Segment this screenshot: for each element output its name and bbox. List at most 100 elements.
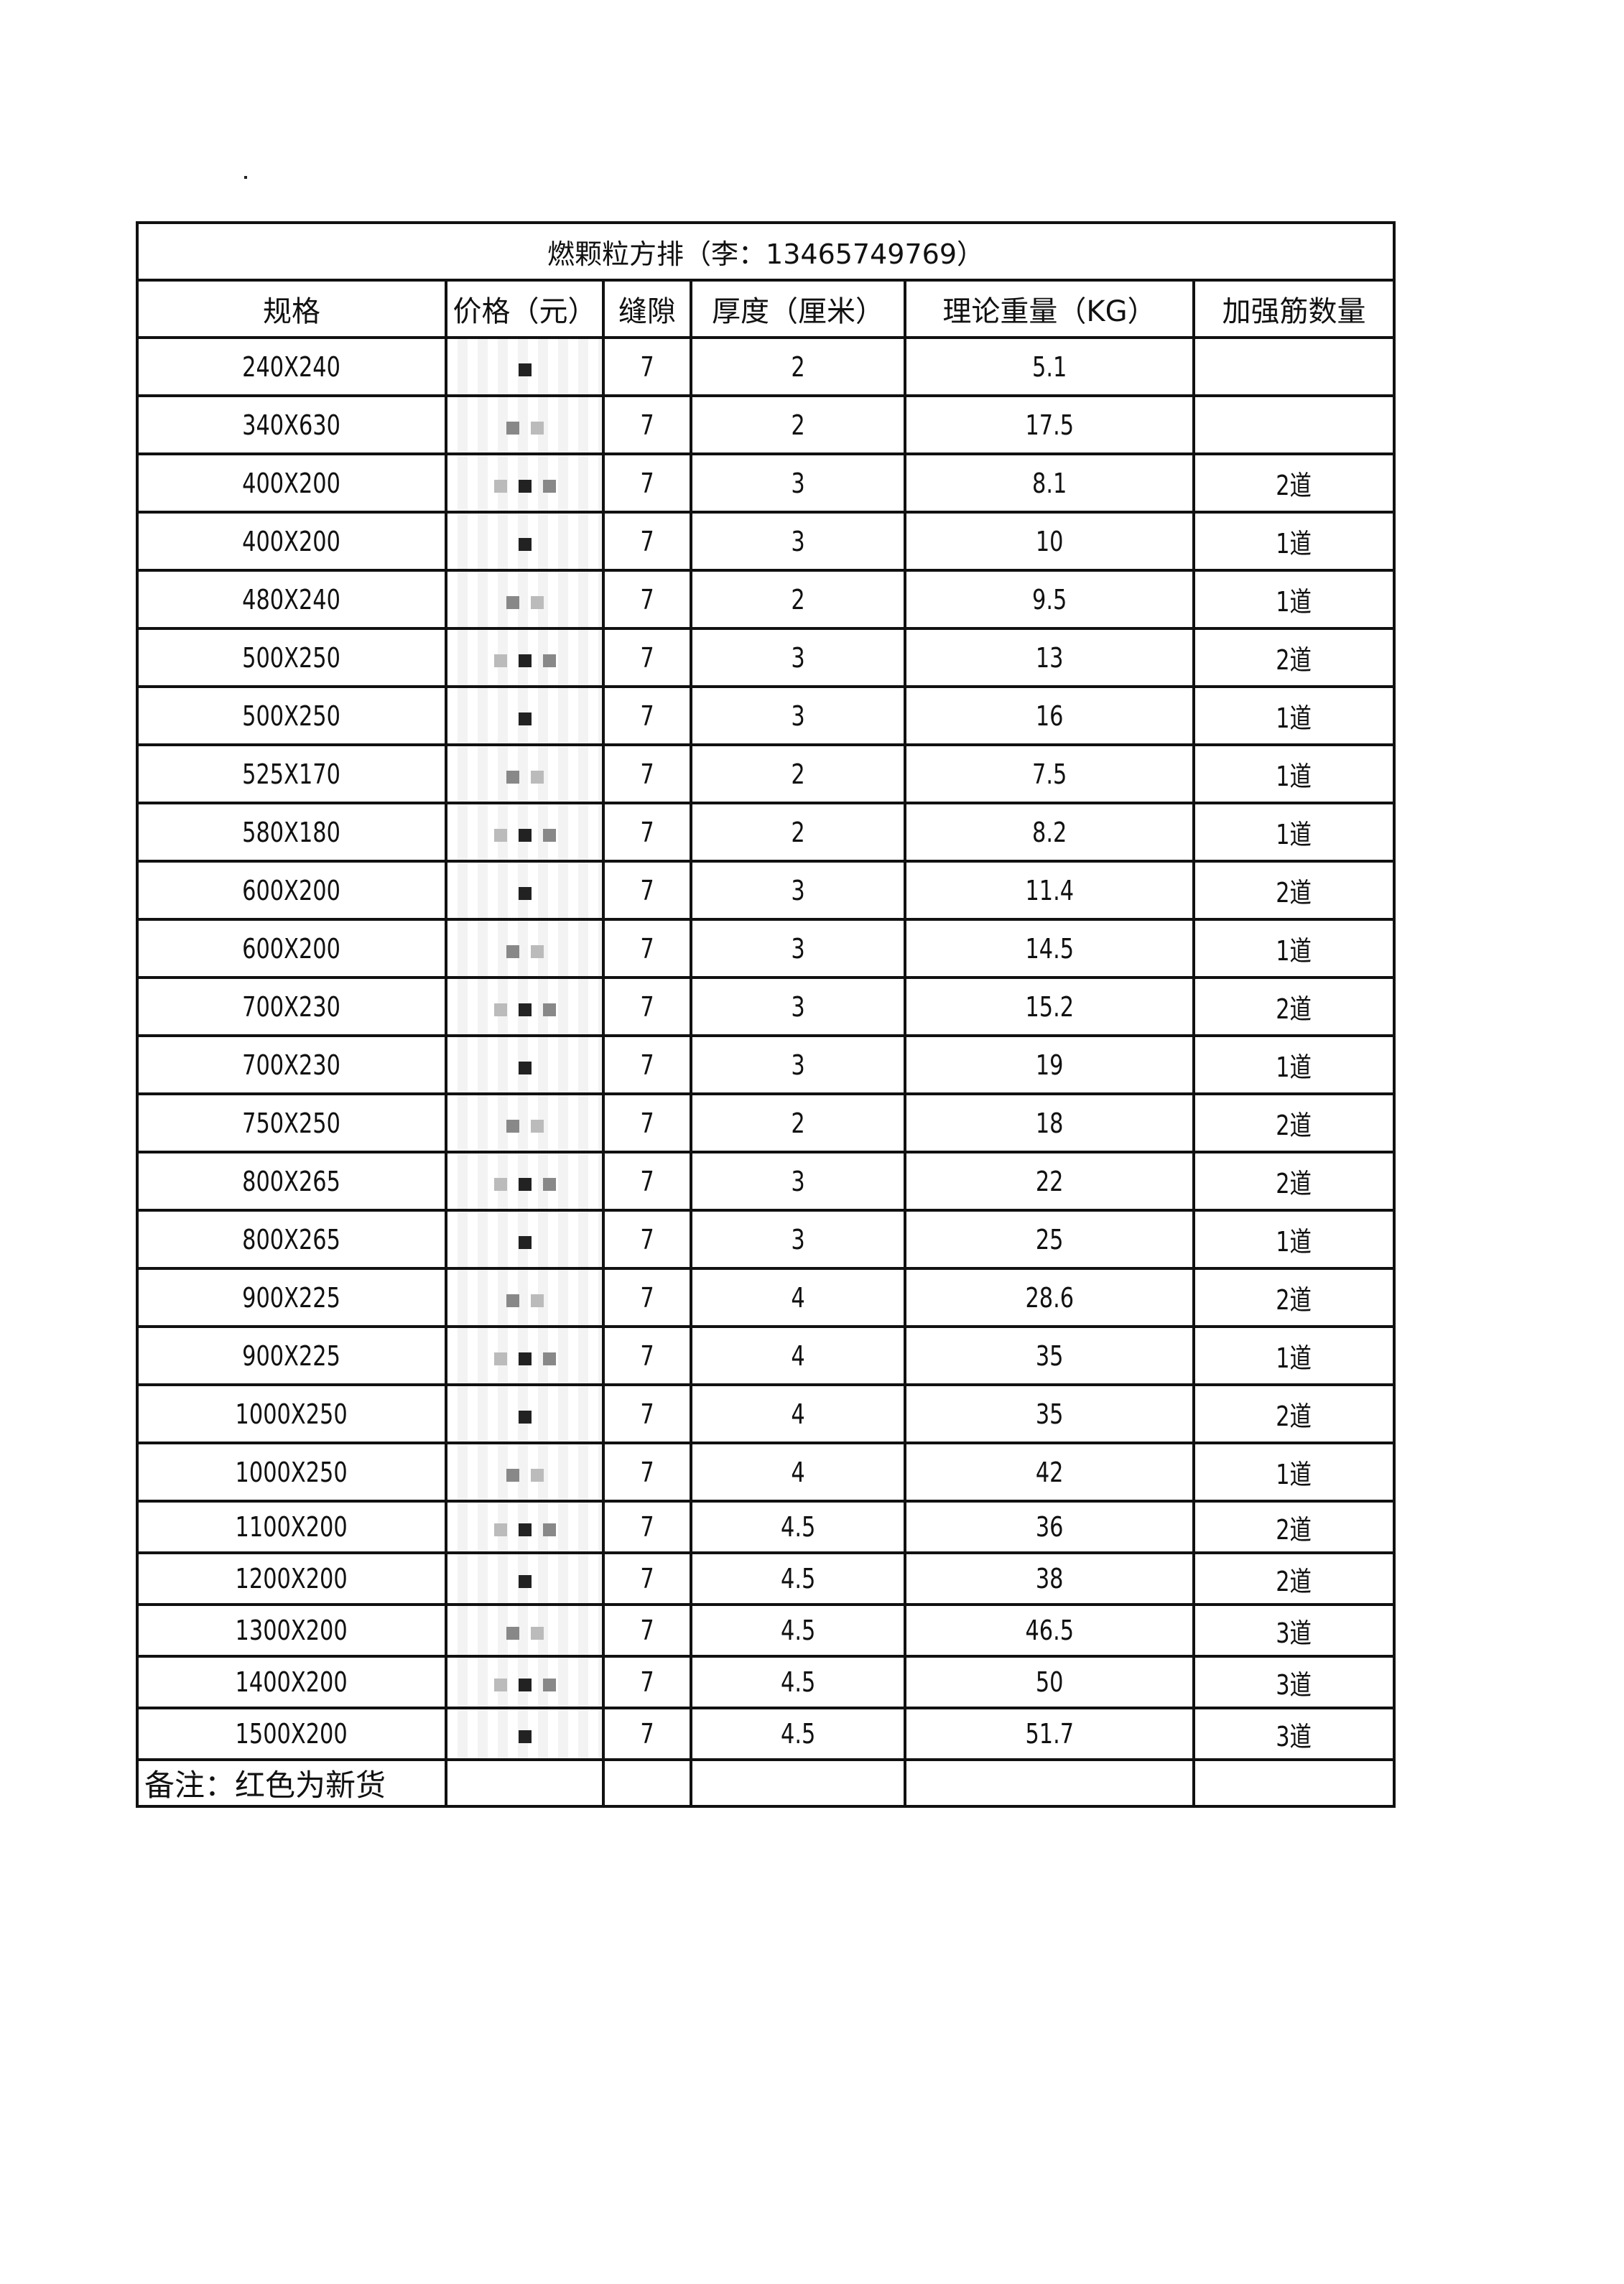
cell-gap-text: 7 <box>640 1398 654 1430</box>
cell-price-redacted <box>445 1551 605 1606</box>
mosaic-block <box>518 1235 532 1249</box>
empty-cell <box>1192 1758 1396 1808</box>
cell-weight: 28.6 <box>904 1267 1195 1328</box>
mosaic-block <box>530 770 544 784</box>
cell-thickness: 3 <box>690 1209 906 1270</box>
cell-ribs: 3道 <box>1192 1603 1396 1658</box>
table-row: 750X250 7 2 18 2道 <box>136 1092 1396 1153</box>
cell-gap: 7 <box>602 685 692 746</box>
cell-gap-text: 7 <box>640 641 654 674</box>
note-row: 备注：红色为新货 <box>136 1758 1396 1808</box>
cell-ribs-text: 2道 <box>1276 1168 1312 1199</box>
mosaic-block <box>530 1119 544 1133</box>
mosaic-block <box>506 944 519 958</box>
cell-ribs-text: 1道 <box>1276 935 1312 967</box>
cell-weight: 13 <box>904 627 1195 688</box>
cell-thickness-text: 4.5 <box>780 1511 816 1543</box>
cell-gap-text: 7 <box>640 409 654 441</box>
cell-weight-text: 15.2 <box>1025 990 1074 1023</box>
mosaic-block <box>493 828 507 842</box>
cell-weight-text: 13 <box>1035 641 1064 674</box>
cell-weight: 42 <box>904 1442 1195 1503</box>
table-title: 燃颗粒方排（李：13465749769） <box>135 221 1396 282</box>
cell-gap: 7 <box>602 511 692 572</box>
cell-ribs: 2道 <box>1192 860 1396 921</box>
note-text: 备注：红色为新货 <box>136 1758 447 1808</box>
cell-spec: 600X200 <box>136 918 447 979</box>
cell-ribs-text: 2道 <box>1276 1401 1312 1432</box>
cell-spec-text: 1300X200 <box>235 1615 348 1646</box>
header-gap: 缝隙 <box>602 279 692 339</box>
cell-spec: 1400X200 <box>136 1655 447 1709</box>
cell-spec-text: 1000X250 <box>235 1398 348 1430</box>
cell-spec: 525X170 <box>136 743 447 804</box>
header-spec: 规格 <box>136 279 447 339</box>
cell-thickness-text: 4.5 <box>780 1563 816 1594</box>
cell-weight-text: 50 <box>1035 1666 1064 1698</box>
cell-weight: 9.5 <box>904 569 1195 630</box>
mosaic-block <box>506 1627 519 1640</box>
cell-thickness: 4.5 <box>690 1603 906 1658</box>
cell-thickness: 2 <box>690 743 906 804</box>
cell-thickness-text: 4 <box>791 1281 805 1314</box>
cell-spec: 400X200 <box>136 452 447 514</box>
table-row: 400X200 7 3 8.1 2道 <box>136 452 1396 514</box>
cell-thickness: 3 <box>690 685 906 746</box>
header-price: 价格（元） <box>445 279 605 339</box>
cell-weight: 50 <box>904 1655 1195 1709</box>
cell-ribs: 1道 <box>1192 1034 1396 1095</box>
cell-thickness: 4.5 <box>690 1707 906 1761</box>
cell-weight-text: 51.7 <box>1025 1718 1074 1750</box>
mosaic-block <box>518 1177 532 1191</box>
mosaic-block <box>518 1523 532 1536</box>
cell-weight-text: 35 <box>1035 1398 1064 1430</box>
mosaic-block <box>506 1468 519 1482</box>
mosaic-block <box>518 828 532 842</box>
cell-weight: 18 <box>904 1092 1195 1153</box>
mosaic-block <box>542 1679 556 1691</box>
mosaic-block <box>493 1003 507 1016</box>
cell-thickness-text: 2 <box>791 816 805 848</box>
cell-gap: 7 <box>602 1151 692 1212</box>
cell-ribs <box>1192 336 1396 397</box>
cell-spec-text: 1400X200 <box>235 1666 348 1698</box>
cell-price-redacted <box>445 1325 605 1386</box>
cell-thickness-text: 3 <box>791 525 805 557</box>
cell-ribs-text: 2道 <box>1276 1284 1312 1316</box>
mosaic-block <box>493 1523 507 1536</box>
cell-gap: 7 <box>602 1034 692 1095</box>
cell-thickness: 2 <box>690 336 906 397</box>
cell-thickness-text: 3 <box>791 874 805 906</box>
cell-thickness: 4.5 <box>690 1500 906 1554</box>
cell-ribs-text: 3道 <box>1276 1617 1312 1649</box>
table-row: 800X265 7 3 25 1道 <box>136 1209 1396 1270</box>
price-table: 燃颗粒方排（李：13465749769） 规格 价格（元） 缝隙 厚度（厘米） … <box>135 221 1396 1808</box>
header-thickness: 厚度（厘米） <box>690 279 906 339</box>
cell-ribs-text: 1道 <box>1276 528 1312 560</box>
cell-ribs-text: 1道 <box>1276 761 1312 792</box>
mosaic-block <box>518 712 532 725</box>
cell-weight: 7.5 <box>904 743 1195 804</box>
cell-price-redacted <box>445 1151 605 1212</box>
cell-gap: 7 <box>602 1551 692 1606</box>
cell-weight-text: 22 <box>1035 1165 1064 1197</box>
table-row: 1200X200 7 4.5 38 2道 <box>136 1551 1396 1606</box>
cell-ribs-text: 2道 <box>1276 1110 1312 1141</box>
cell-thickness: 2 <box>690 394 906 455</box>
cell-weight: 15.2 <box>904 976 1195 1037</box>
mosaic-block <box>530 1627 544 1640</box>
table-row: 480X240 7 2 9.5 1道 <box>136 569 1396 630</box>
cell-ribs: 1道 <box>1192 569 1396 630</box>
mosaic-block <box>493 1352 507 1365</box>
stray-mark <box>244 176 247 179</box>
cell-weight: 16 <box>904 685 1195 746</box>
cell-spec: 750X250 <box>136 1092 447 1153</box>
cell-ribs: 2道 <box>1192 1151 1396 1212</box>
cell-gap-text: 7 <box>640 816 654 848</box>
empty-cell <box>690 1758 906 1808</box>
mosaic-block <box>493 1177 507 1191</box>
cell-weight-text: 36 <box>1035 1511 1064 1543</box>
cell-gap-text: 7 <box>640 932 654 965</box>
cell-price-redacted <box>445 860 605 921</box>
table-row: 1400X200 7 4.5 50 3道 <box>136 1655 1396 1709</box>
